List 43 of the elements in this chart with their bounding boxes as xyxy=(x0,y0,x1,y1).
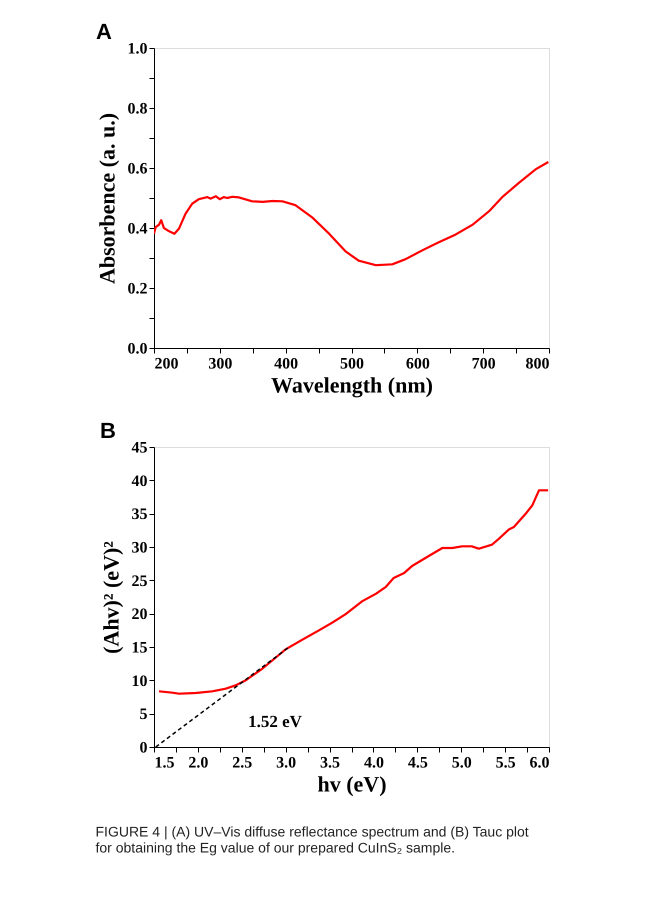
y-tick-label: 40 xyxy=(132,472,148,490)
chart-title: A xyxy=(96,19,112,44)
y-tick-label: 0.8 xyxy=(128,100,148,118)
x-tick-label: 3.5 xyxy=(320,754,340,772)
caption: FIGURE 4 | (A) UV–Vis diffuse reflectance spectrum and (B) Tauc plot for obtaining the Eg value of our prepared CuInS₂ sample. xyxy=(96,824,529,856)
y-axis-title: (Ahv)² (eV)² xyxy=(98,540,124,654)
x-tick-label: 5.0 xyxy=(452,754,472,772)
x-tick-label: 700 xyxy=(472,356,496,372)
x-tick-label: 2.0 xyxy=(188,754,208,772)
y-tick-label: 25 xyxy=(132,572,148,590)
y-tick-label: 20 xyxy=(132,606,148,624)
y-tick-label: 30 xyxy=(132,540,148,556)
annotation: 1.52 eV xyxy=(248,712,303,731)
y-tick-label: 0 xyxy=(140,740,148,756)
line-series xyxy=(154,160,549,266)
y-tick-label: 5 xyxy=(140,706,148,724)
x-tick-label: 2.5 xyxy=(232,754,252,772)
x-axis-title: hv (eV) xyxy=(317,772,387,796)
y-tick-label: 0.4 xyxy=(128,220,148,238)
y-axis-title: Absorbence (a. u.) xyxy=(94,112,120,284)
x-tick-label: 4.5 xyxy=(408,754,428,772)
y-tick-label: 0.0 xyxy=(128,340,148,358)
chart-title: B xyxy=(100,418,116,443)
x-tick-label: 800 xyxy=(526,356,550,372)
x-axis-title: Wavelength (nm) xyxy=(271,372,433,398)
y-tick-label: 1.0 xyxy=(128,40,148,58)
y-tick-label: 45 xyxy=(132,440,148,456)
x-tick-label: 5.5 xyxy=(496,754,516,772)
y-tick-label: 0.2 xyxy=(128,280,148,298)
x-tick-label: 300 xyxy=(208,356,232,372)
x-tick-label: 500 xyxy=(340,356,364,372)
x-tick-label: 200 xyxy=(154,356,178,372)
line-series xyxy=(158,489,549,695)
y-tick-label: 15 xyxy=(132,640,148,656)
x-tick-label: 600 xyxy=(406,356,430,372)
x-tick-label: 4.0 xyxy=(364,754,384,772)
y-tick-label: 35 xyxy=(132,506,148,524)
x-tick-label: 6.0 xyxy=(530,754,550,772)
x-tick-label: 3.0 xyxy=(276,754,296,772)
y-tick-label: 0.6 xyxy=(128,160,148,178)
x-tick-label: 1.5 xyxy=(154,754,174,772)
x-tick-label: 400 xyxy=(274,356,298,372)
y-tick-label: 10 xyxy=(132,672,148,690)
